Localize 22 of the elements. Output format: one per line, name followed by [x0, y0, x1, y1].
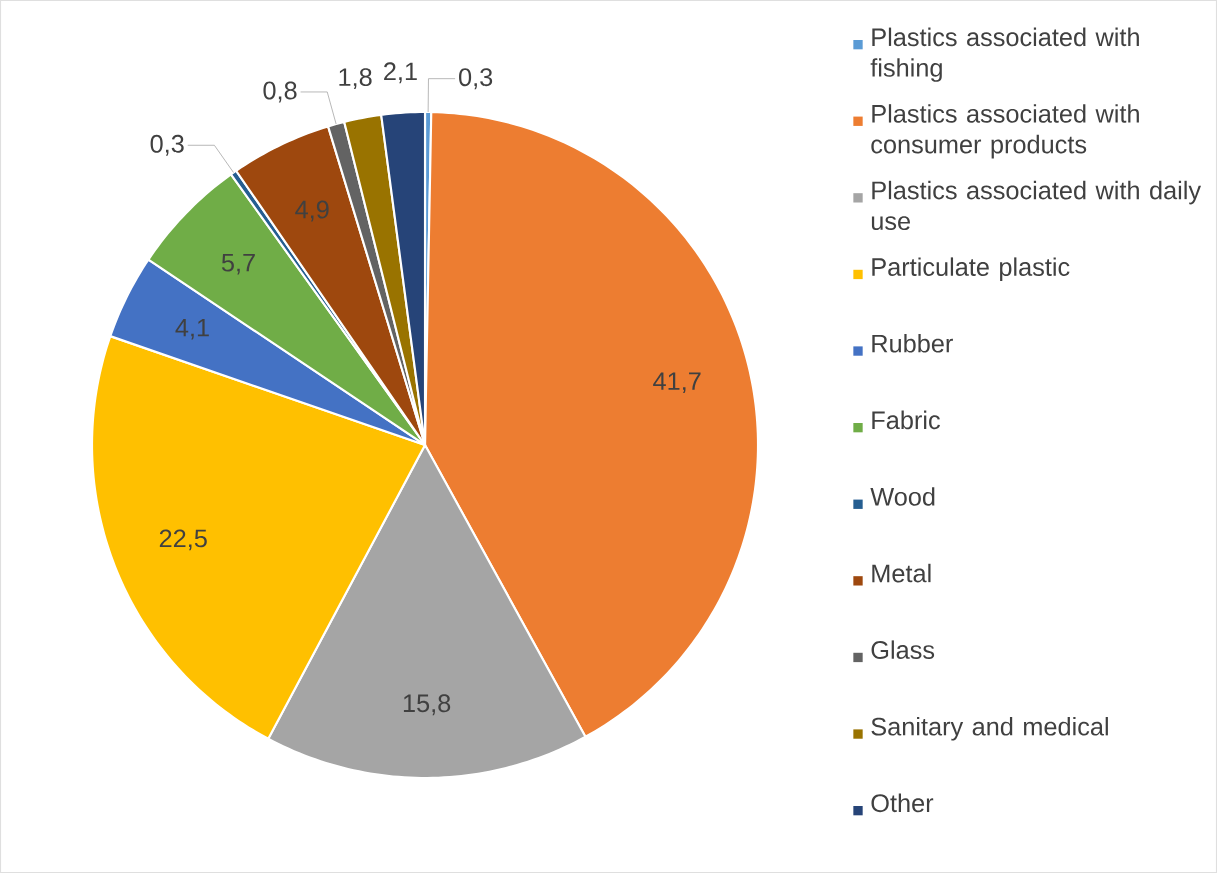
data-label: 1,8 [339, 68, 372, 90]
data-label: 22,5 [159, 529, 207, 551]
data-label: 15,8 [403, 694, 451, 716]
data-label: 41,7 [653, 372, 701, 394]
data-label: 0,8 [263, 81, 297, 103]
legend-label: Plastics associated with fishing [870, 27, 1139, 82]
data-label: 2,1 [384, 62, 417, 84]
legend-label: Metal [872, 563, 931, 583]
legend-label: Fabric [872, 410, 940, 430]
legend-label: Plastics associated with consumer products [871, 104, 1139, 159]
data-label: 4,9 [295, 200, 329, 222]
data-label: 5,7 [221, 253, 255, 275]
legend-label: Other [871, 793, 934, 813]
legend-label: Particulate plastic [872, 257, 1070, 281]
data-label: 0,3 [459, 68, 493, 90]
legend-label: Glass [871, 640, 935, 659]
legend-label: Wood [870, 487, 935, 506]
data-label: 4,1 [175, 318, 209, 340]
data-label: 0,3 [150, 134, 184, 156]
legend-label: Sanitary and medical [871, 716, 1108, 741]
legend-label: Plastics associated with daily use [871, 180, 1202, 231]
legend-label: Rubber [872, 333, 953, 353]
